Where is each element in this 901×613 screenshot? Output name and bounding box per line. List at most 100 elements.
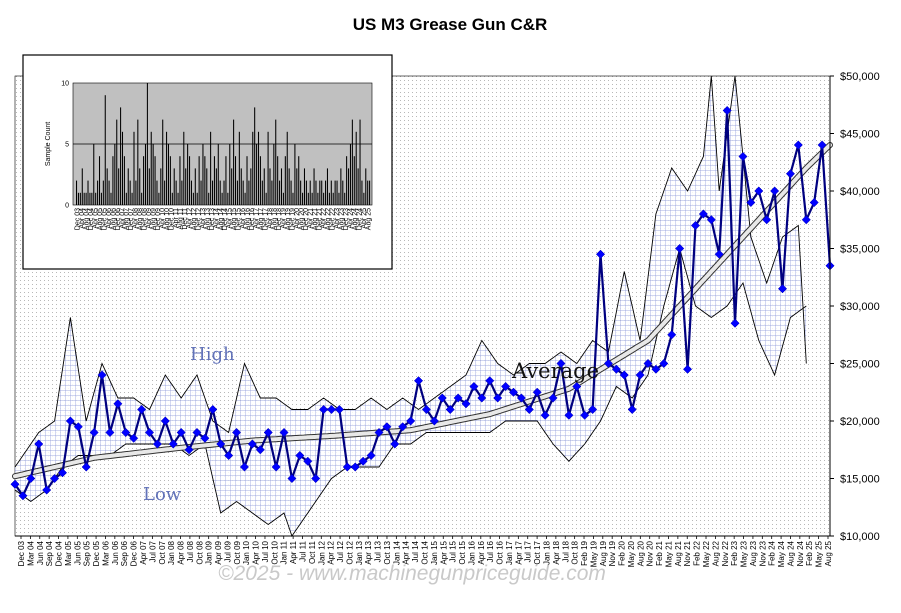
inset-bar <box>315 180 317 205</box>
inset-bar <box>229 144 231 205</box>
average-point <box>287 473 297 484</box>
inset-x-tick-label: Aug 07 <box>124 208 131 230</box>
inset-x-tick-label: Apr 11 <box>173 208 180 228</box>
inset-bar <box>277 156 279 205</box>
average-point <box>10 479 20 489</box>
inset-bar <box>114 144 116 205</box>
inset-bar <box>357 168 359 205</box>
average-point <box>247 439 257 449</box>
average-point <box>255 445 265 455</box>
inset-bar <box>121 131 124 205</box>
inset-x-tick-label: Dec 14 <box>222 208 229 230</box>
x-tick-label: Jun 05 <box>73 540 82 565</box>
inset-x-tick-label: Apr 17 <box>254 208 261 229</box>
inset-bar <box>187 144 189 205</box>
x-tick-label: Aug 19 <box>599 540 608 566</box>
inset-x-tick-label: Apr 24 <box>348 208 355 229</box>
inset-bar <box>259 156 261 205</box>
x-tick-label: Feb 22 <box>693 540 702 565</box>
x-tick-label: Feb 24 <box>768 540 777 565</box>
inset-bar <box>280 168 283 205</box>
inset-y-tick-label: 5 <box>65 142 69 149</box>
average-point <box>548 393 558 403</box>
average-point <box>722 105 732 116</box>
inset-x-tick-label: Apr 15 <box>227 208 234 229</box>
x-tick-label: Sep 05 <box>83 540 92 566</box>
inset-bar <box>173 168 175 205</box>
inset-bar <box>271 180 273 205</box>
x-axis: Dec 03 Mar 04 Jun 04 Sep 04 Dec 04 Mar 05 Jun … <box>15 535 833 567</box>
average-point <box>635 370 645 380</box>
x-tick-label: Nov 23 <box>758 540 767 566</box>
y-tick-label: $40,000 <box>840 186 880 198</box>
inset-bar <box>288 168 290 205</box>
average-point <box>413 376 424 386</box>
inset-bar <box>363 192 365 205</box>
inset-x-tick-label: Apr 08 <box>133 208 140 229</box>
x-tick-label: Apr 15 <box>439 540 448 564</box>
inset-bar <box>313 168 315 205</box>
inset-x-tick-label: Apr 22 <box>321 208 328 229</box>
average-point <box>26 473 36 484</box>
inset-bar <box>160 168 162 205</box>
inset-bar <box>125 192 127 205</box>
average-point <box>184 445 194 455</box>
x-tick-label: Oct 09 <box>233 540 242 564</box>
average-point <box>200 433 210 443</box>
average-point <box>445 404 455 415</box>
inset-x-tick-label: Apr 18 <box>267 208 274 229</box>
inset-bar <box>252 131 254 205</box>
inset-bar <box>367 180 369 205</box>
x-tick-label: Jul 13 <box>374 540 383 562</box>
inset-bar <box>348 168 350 205</box>
inset-bar <box>307 192 309 205</box>
inset-bar <box>139 168 141 205</box>
average-point <box>619 370 629 380</box>
x-tick-label: Apr 09 <box>214 540 223 564</box>
x-tick-label: Jul 16 <box>486 540 495 562</box>
inset-bar <box>323 192 325 205</box>
inset-bar <box>164 180 166 205</box>
average-point <box>326 404 337 415</box>
inset-bar <box>98 156 101 205</box>
inset-bar <box>131 192 133 205</box>
x-tick-label: Jun 04 <box>36 540 45 565</box>
x-tick-label: May 20 <box>627 540 636 567</box>
inset-x-tick-label: Aug 16 <box>245 208 252 230</box>
average-point <box>485 376 495 386</box>
average-point <box>34 439 44 449</box>
inset-bar <box>319 180 321 205</box>
inset-bar <box>210 131 212 205</box>
inset-bar <box>290 180 292 205</box>
x-tick-label: Apr 07 <box>139 540 148 564</box>
x-tick-label: Mar 06 <box>101 540 110 565</box>
x-tick-label: Feb 25 <box>805 540 814 565</box>
average-point <box>651 364 661 374</box>
inset-bar <box>250 168 252 205</box>
inset-bar <box>83 192 85 205</box>
inset-bar <box>162 119 164 205</box>
average-point <box>350 462 360 472</box>
inset-x-tick-label: Aug 05 <box>97 208 104 230</box>
inset-bar <box>76 180 78 205</box>
inset-bar <box>152 144 154 205</box>
x-tick-label: May 25 <box>815 540 824 567</box>
inset-bar <box>305 180 307 205</box>
inset-x-tick-label: Aug 13 <box>204 208 211 230</box>
average-point <box>366 450 376 461</box>
inset-x-tick-label: Dec 08 <box>142 208 149 230</box>
average-point <box>770 186 780 196</box>
inset-bar <box>257 131 260 205</box>
inset-x-tick-label: Aug 12 <box>191 208 198 230</box>
inset-bar <box>135 180 137 205</box>
inset-bar <box>369 180 371 205</box>
y-axis: $10,000 $15,000 $20,000 $25,000 $30,000 $35,0… <box>829 71 880 543</box>
average-point <box>501 381 511 392</box>
inset-bar <box>192 192 194 205</box>
inset-x-tick-label: Apr 06 <box>106 208 113 229</box>
inset-bar <box>267 131 269 205</box>
average-point <box>303 456 313 466</box>
inset-bar <box>91 192 93 205</box>
inset-bar <box>81 168 83 205</box>
